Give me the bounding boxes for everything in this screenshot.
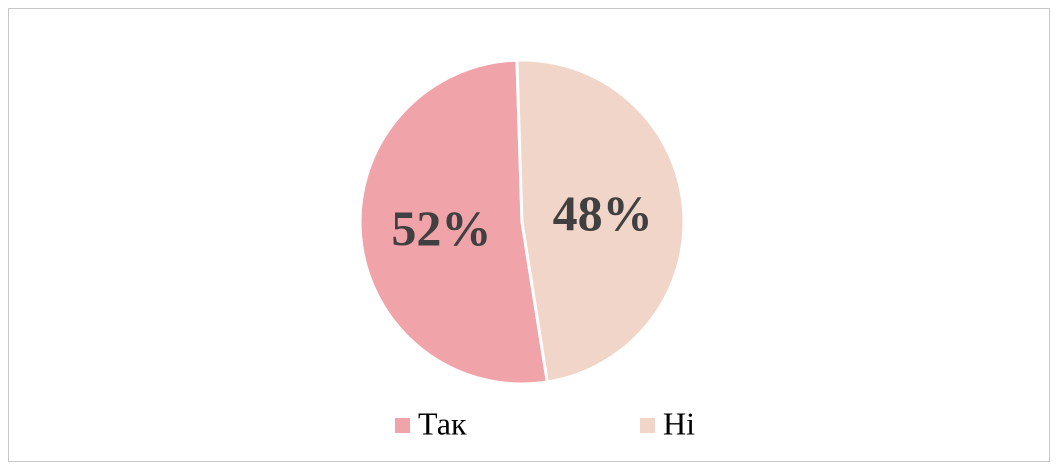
legend-swatch — [395, 418, 410, 433]
pie-slice — [515, 58, 686, 384]
legend-label: Ні — [663, 405, 695, 441]
data-label: 52% — [391, 200, 491, 256]
pie-slice — [358, 58, 550, 386]
legend-swatch — [640, 418, 655, 433]
legend-label: Так — [418, 405, 467, 441]
data-label: 48% — [553, 185, 653, 241]
